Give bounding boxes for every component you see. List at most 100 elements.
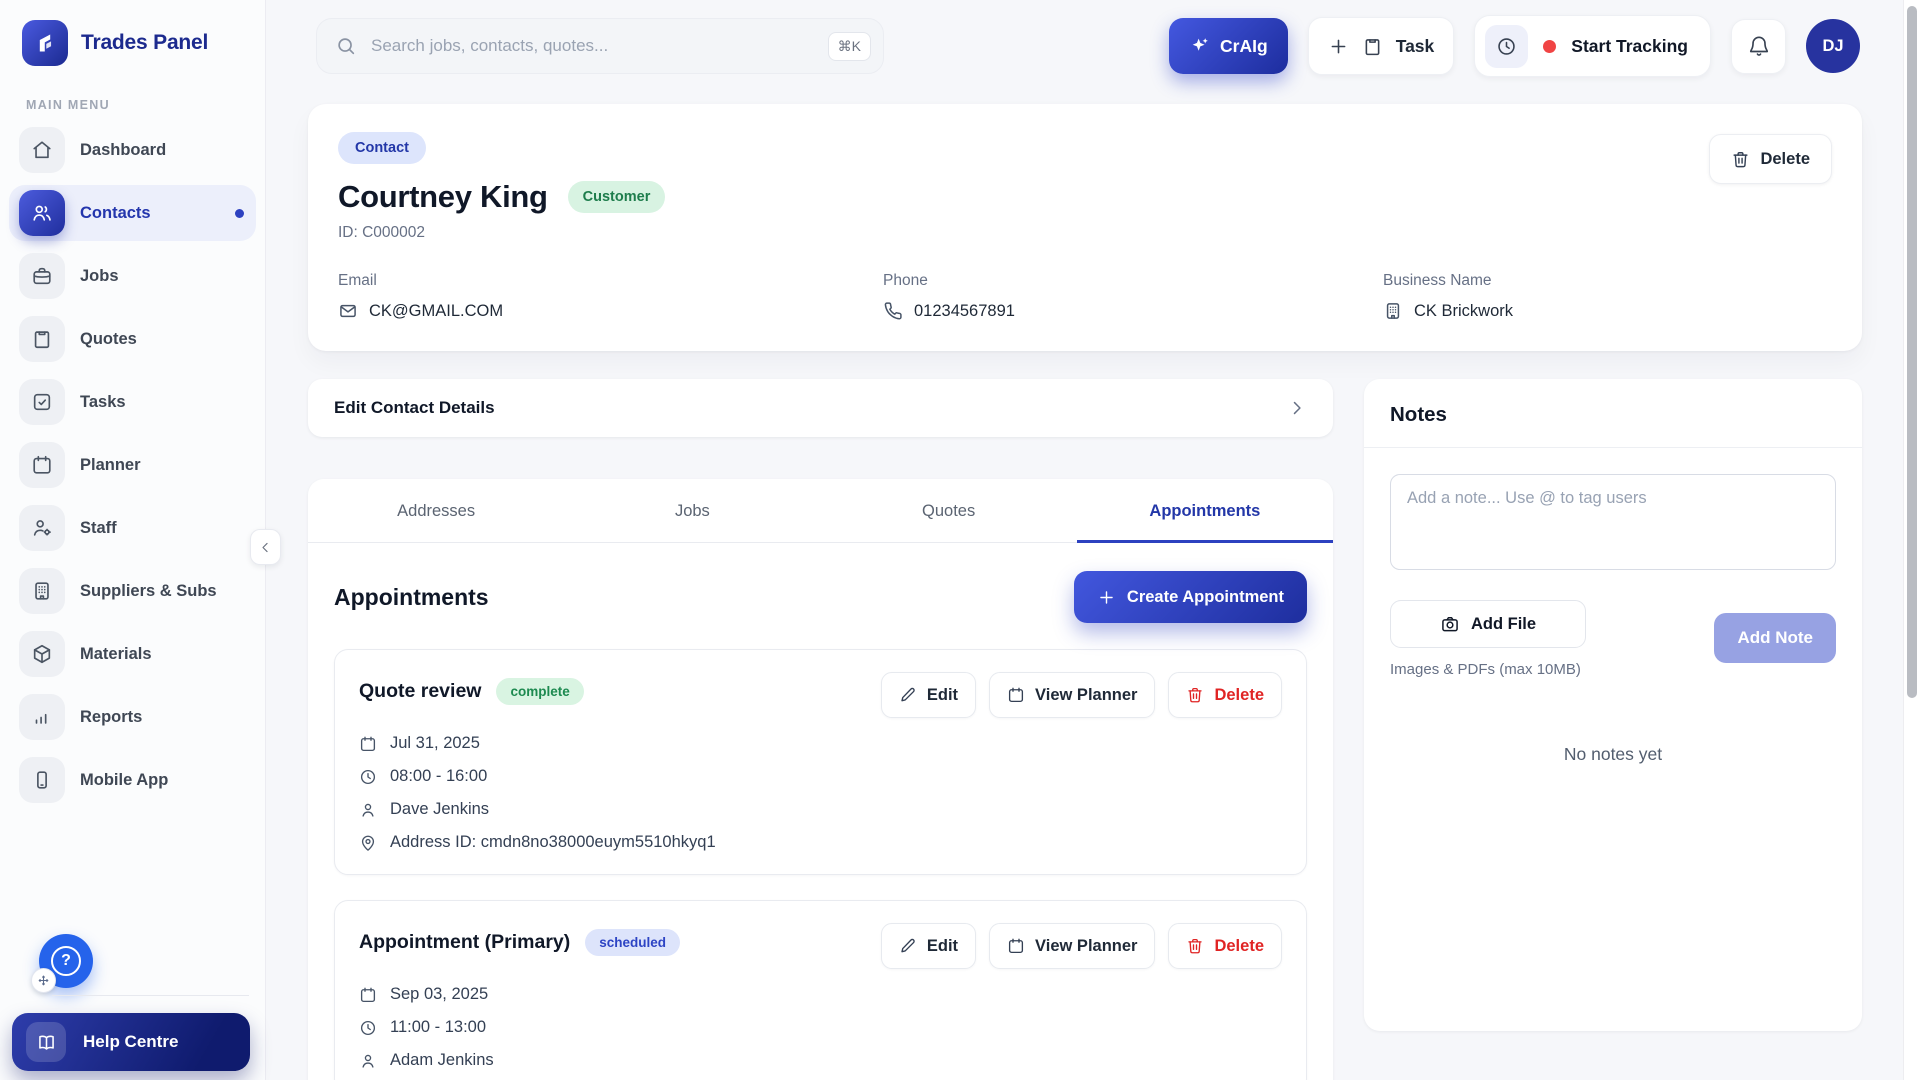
help-floating-button[interactable]: ? [31,934,93,993]
business-value: CK Brickwork [1414,301,1514,320]
tracking-label: Start Tracking [1571,35,1688,56]
phone-block: Phone 01234567891 [883,272,1383,321]
view-planner-label: View Planner [1035,936,1138,955]
question-mark-icon: ? [51,946,81,976]
scrollbar-thumb[interactable] [1907,6,1917,698]
chevron-left-icon [258,540,273,555]
smartphone-icon [19,757,65,803]
tab-quotes[interactable]: Quotes [922,502,976,520]
help-centre-label: Help Centre [83,1032,179,1051]
edit-appointment-button[interactable]: Edit [880,672,977,718]
appointment-title-row: Quote review complete [359,672,584,705]
appointments-panel: Appointments Create Appointment Quote re… [308,543,1333,1080]
active-indicator-dot [235,208,244,218]
sidebar-item-label: Reports [80,707,143,726]
notes-title: Notes [1364,379,1862,448]
appointment-title-row: Appointment (Primary) scheduled [359,923,681,956]
sidebar-item-staff[interactable]: Staff [9,500,256,556]
tab-appointments[interactable]: Appointments [1076,479,1333,543]
email-value-row: CK@GMAIL.COM [338,301,883,321]
sidebar-item-contacts[interactable]: Contacts [9,185,256,241]
delete-label: Delete [1760,149,1810,168]
search-input[interactable] [371,36,814,56]
edit-contact-label: Edit Contact Details [334,398,495,417]
contact-tabs-card: Addresses Jobs Quotes Appointments Appoi… [308,479,1333,1080]
clock-icon [359,1019,377,1037]
email-label: Email [338,272,377,289]
craig-ai-button[interactable]: CrAIg [1169,18,1288,74]
book-open-icon [26,1022,66,1062]
page-content: Contact Courtney King Customer ID: C0000… [266,92,1920,1080]
add-task-button[interactable]: Task [1307,17,1455,75]
left-column: Edit Contact Details Addresses Jobs Quot… [308,379,1333,1080]
add-file-button[interactable]: Add File [1390,600,1586,648]
appointment-details: Jul 31, 2025 08:00 - 16:00 Dave Jenkins [359,734,1282,852]
help-centre-button[interactable]: Help Centre [12,1013,250,1071]
trash-icon [1186,937,1204,955]
appointment-card: Appointment (Primary) scheduled Edit [334,900,1307,1080]
trash-icon [1731,150,1750,169]
check-square-icon [19,379,65,425]
add-note-button[interactable]: Add Note [1714,613,1836,663]
sidebar-item-reports[interactable]: Reports [9,689,256,745]
appointment-date-row: Jul 31, 2025 [359,734,1282,753]
topbar: ⌘K CrAIg Task Start Tracking DJ [266,0,1920,92]
delete-appointment-button[interactable]: Delete [1168,672,1282,718]
edit-appointment-button[interactable]: Edit [880,923,977,969]
phone-value: 01234567891 [914,301,1015,320]
sidebar-item-materials[interactable]: Materials [9,626,256,682]
phone-value-row: 01234567891 [883,301,1383,321]
avatar[interactable]: DJ [1806,19,1860,73]
map-pin-icon [359,834,377,852]
note-input[interactable] [1390,474,1836,570]
sidebar-item-planner[interactable]: Planner [9,437,256,493]
calendar-icon [359,986,377,1004]
view-planner-button[interactable]: View Planner [989,923,1156,969]
create-appointment-button[interactable]: Create Appointment [1073,571,1307,623]
sidebar-section-label: MAIN MENU [26,98,110,112]
sidebar-item-jobs[interactable]: Jobs [9,248,256,304]
view-planner-label: View Planner [1035,685,1138,704]
phone-label: Phone [883,272,928,289]
appointment-date: Sep 03, 2025 [390,985,489,1003]
notifications-button[interactable] [1731,18,1786,74]
logo[interactable]: Trades Panel [0,0,265,80]
customer-badge: Customer [567,181,666,213]
sidebar-item-quotes[interactable]: Quotes [9,311,256,367]
drag-handle-icon[interactable] [31,968,56,993]
global-search[interactable]: ⌘K [316,18,884,74]
tab-jobs[interactable]: Jobs [674,502,710,520]
business-value-row: CK Brickwork [1383,301,1832,321]
sidebar-item-dashboard[interactable]: Dashboard [9,122,256,178]
bell-icon [1748,35,1770,57]
edit-label: Edit [926,685,959,704]
appointment-person: Adam Jenkins [390,1051,494,1069]
delete-contact-button[interactable]: Delete [1709,134,1832,184]
plus-icon [1328,36,1349,57]
calendar-icon [359,735,377,753]
page-title: Courtney King [338,179,548,214]
edit-contact-details-row[interactable]: Edit Contact Details [308,379,1333,437]
clipboard-icon [19,316,65,362]
contact-name-row: Courtney King Customer [338,179,1832,215]
view-planner-button[interactable]: View Planner [989,672,1156,718]
page-scrollbar[interactable] [1903,0,1920,1080]
bar-chart-icon [19,694,65,740]
appointment-time-row: 08:00 - 16:00 [359,767,1282,786]
delete-appointment-button[interactable]: Delete [1168,923,1282,969]
brand-logo-icon [22,20,68,66]
delete-label: Delete [1214,685,1264,704]
sidebar-item-mobile-app[interactable]: Mobile App [9,752,256,808]
start-tracking-button[interactable]: Start Tracking [1474,15,1711,77]
sidebar-item-label: Mobile App [80,770,169,789]
sidebar-collapse-button[interactable] [250,529,281,565]
edit-label: Edit [926,936,959,955]
brand-name: Trades Panel [81,31,209,54]
home-icon [19,127,65,173]
tab-addresses[interactable]: Addresses [397,502,476,520]
sidebar-item-label: Planner [80,455,141,474]
appointments-title: Appointments [334,583,489,610]
sidebar-item-suppliers[interactable]: Suppliers & Subs [9,563,256,619]
sidebar-item-tasks[interactable]: Tasks [9,374,256,430]
building-icon [19,568,65,614]
